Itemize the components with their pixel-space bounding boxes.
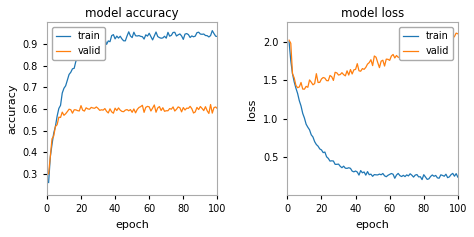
train (46, 181, 52, 184)
train (419, 178, 425, 181)
valid (320, 76, 326, 79)
valid (46, 173, 52, 175)
train (387, 173, 392, 176)
valid (389, 55, 394, 57)
valid (443, 41, 449, 44)
train (78, 57, 84, 60)
valid (208, 103, 213, 106)
valid (215, 107, 220, 110)
Line: train: train (289, 42, 458, 180)
train (201, 33, 207, 36)
Line: valid: valid (49, 105, 218, 174)
Legend: train, valid: train, valid (400, 27, 453, 60)
valid (375, 61, 381, 64)
valid (206, 112, 212, 115)
valid (301, 88, 307, 91)
train (443, 173, 449, 176)
valid (78, 104, 84, 107)
Line: valid: valid (289, 33, 458, 89)
valid (133, 111, 138, 114)
valid (455, 32, 461, 35)
train (286, 40, 292, 43)
Title: model accuracy: model accuracy (85, 7, 179, 20)
valid (448, 35, 454, 38)
valid (453, 32, 459, 35)
Legend: train, valid: train, valid (52, 27, 105, 60)
valid (201, 109, 207, 112)
Title: model loss: model loss (341, 7, 404, 20)
X-axis label: epoch: epoch (356, 220, 390, 230)
valid (327, 74, 333, 77)
Y-axis label: loss: loss (247, 98, 257, 120)
train (146, 32, 152, 35)
train (210, 29, 215, 32)
train (455, 176, 461, 178)
Line: train: train (49, 31, 218, 182)
train (448, 173, 454, 176)
Y-axis label: accuracy: accuracy (7, 84, 17, 134)
train (85, 43, 91, 46)
valid (286, 39, 292, 42)
train (215, 35, 220, 38)
train (326, 157, 331, 160)
valid (85, 107, 91, 110)
train (133, 34, 138, 37)
X-axis label: epoch: epoch (115, 220, 149, 230)
train (319, 149, 324, 151)
train (206, 36, 212, 38)
train (373, 173, 379, 176)
valid (146, 105, 152, 108)
